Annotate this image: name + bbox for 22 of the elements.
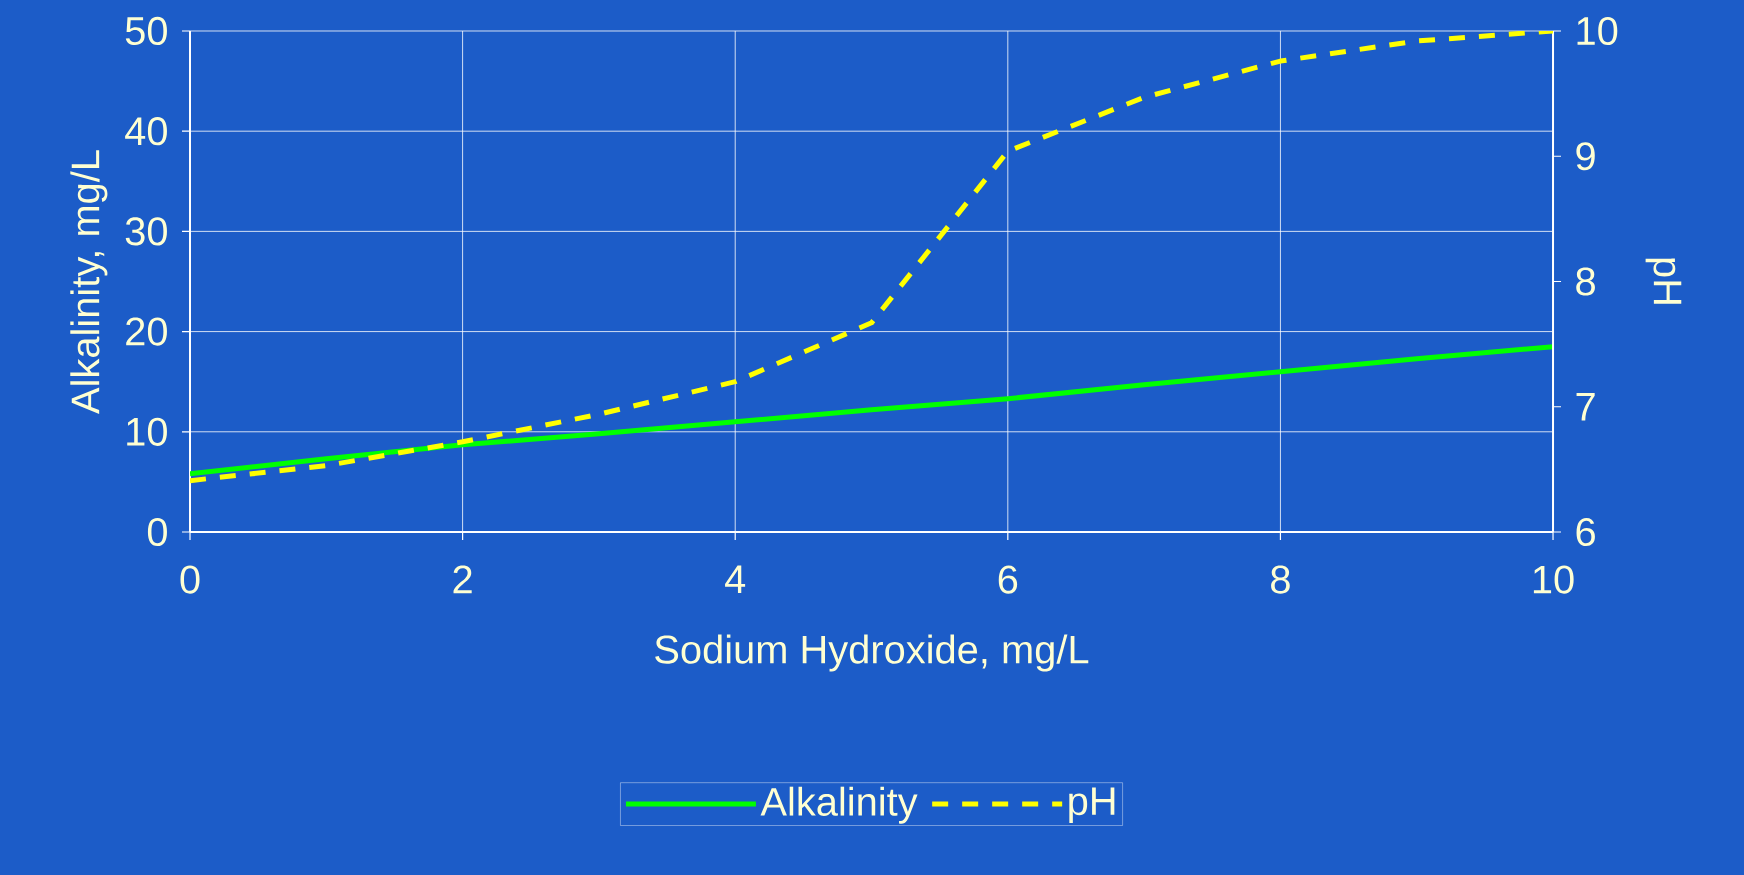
legend-label: pH <box>1069 787 1115 824</box>
y2-tick-label: 8 <box>1576 267 1595 296</box>
y-tick-label: 50 <box>125 16 167 46</box>
y2-tick-label: 10 <box>1577 16 1618 46</box>
y-tick-label: 40 <box>125 117 167 146</box>
x-tick-label: 6 <box>998 565 1018 594</box>
y2-tick-label: 6 <box>1576 517 1595 547</box>
x-axis-title: Sodium Hydroxide, mg/L <box>655 634 1089 672</box>
y-tick-label: 0 <box>147 517 167 547</box>
x-tick-label: 8 <box>1271 565 1290 594</box>
y2-axis-title: pH <box>1645 258 1682 304</box>
y2-tick-label: 9 <box>1576 142 1595 171</box>
y2-tick-label: 7 <box>1576 393 1595 421</box>
x-tick-label: 2 <box>453 565 472 594</box>
y-axis-title: Alkalinity, mg/L <box>70 150 108 414</box>
y-tick-label: 20 <box>126 317 167 346</box>
y-tick-label: 30 <box>125 217 167 246</box>
y-tick-label: 10 <box>127 417 167 446</box>
x-tick-label: 4 <box>725 565 746 593</box>
legend-label: Alkalinity <box>760 786 918 824</box>
x-tick-label: 0 <box>180 565 200 594</box>
x-tick-label: 10 <box>1533 565 1574 594</box>
